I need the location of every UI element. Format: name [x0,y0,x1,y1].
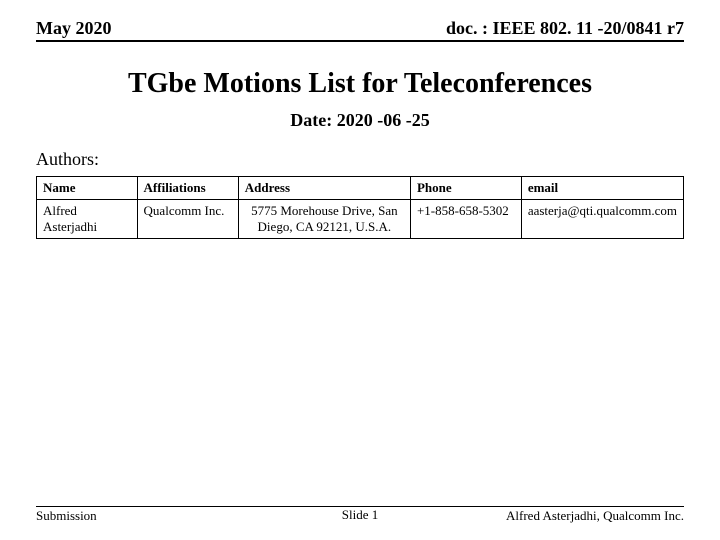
footer-center: Slide 1 [36,507,684,523]
slide-page: May 2020 doc. : IEEE 802. 11 -20/0841 r7… [0,0,720,540]
cell-phone: +1-858-658-5302 [410,200,521,239]
header-doc-id: doc. : IEEE 802. 11 -20/0841 r7 [446,18,684,39]
authors-label: Authors: [36,149,684,170]
th-name: Name [37,177,138,200]
cell-affiliations: Qualcomm Inc. [137,200,238,239]
date-line: Date: 2020 -06 -25 [36,110,684,131]
header-date: May 2020 [36,18,112,39]
page-title: TGbe Motions List for Teleconferences [36,68,684,100]
authors-table: Name Affiliations Address Phone email Al… [36,176,684,239]
th-address: Address [238,177,410,200]
cell-email: aasterja@qti.qualcomm.com [521,200,683,239]
cell-name: Alfred Asterjadhi [37,200,138,239]
table-row: Alfred Asterjadhi Qualcomm Inc. 5775 Mor… [37,200,684,239]
header-row: May 2020 doc. : IEEE 802. 11 -20/0841 r7 [36,18,684,42]
th-phone: Phone [410,177,521,200]
table-header-row: Name Affiliations Address Phone email [37,177,684,200]
th-affiliations: Affiliations [137,177,238,200]
footer: Submission Alfred Asterjadhi, Qualcomm I… [36,506,684,524]
th-email: email [521,177,683,200]
cell-address: 5775 Morehouse Drive, San Diego, CA 9212… [238,200,410,239]
